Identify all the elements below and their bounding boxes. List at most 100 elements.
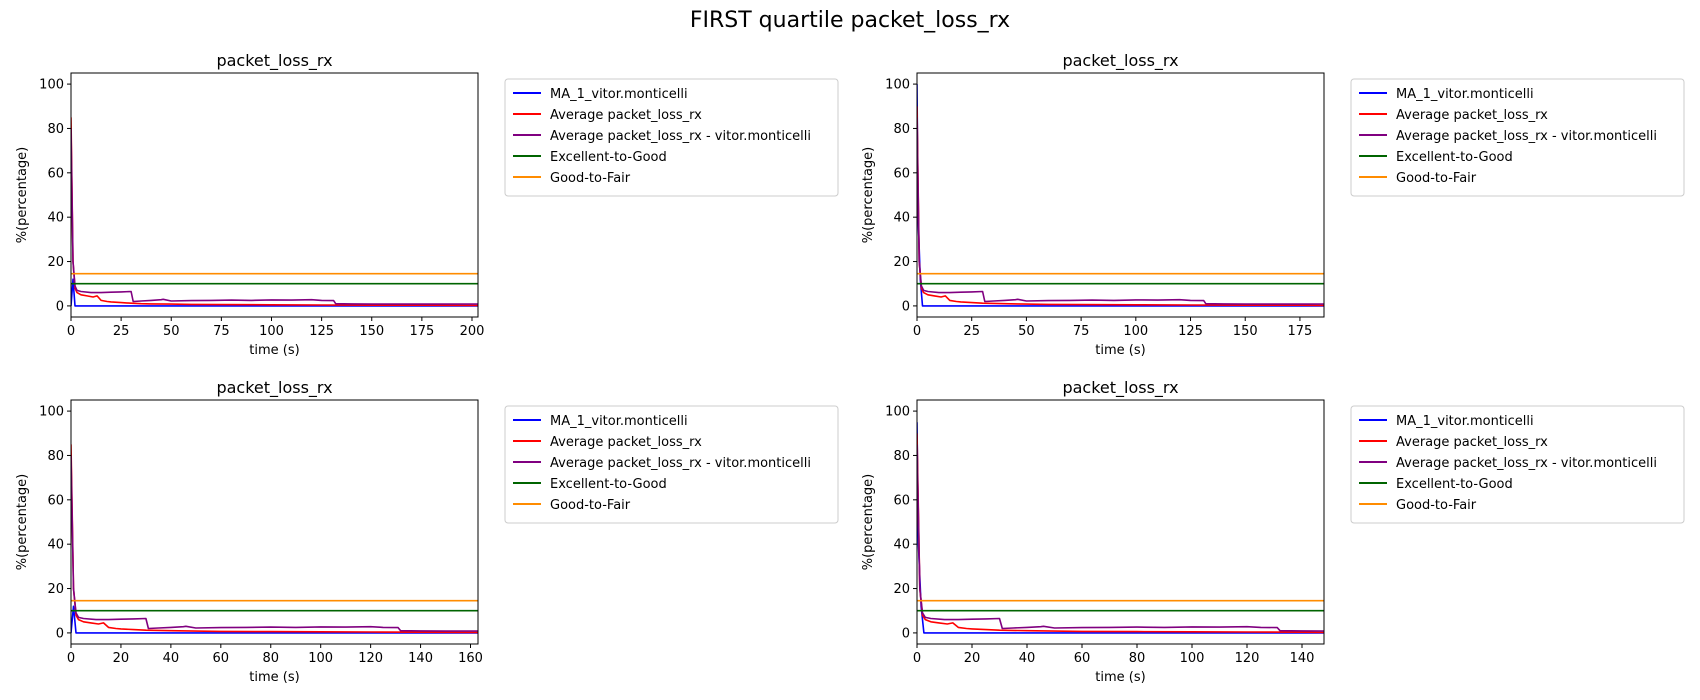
y-tick-label: 20 — [47, 255, 64, 270]
legend-entry: MA_1_vitor.monticelli — [550, 87, 688, 102]
x-tick-label: 0 — [67, 324, 75, 339]
x-tick-label: 150 — [1233, 324, 1258, 339]
y-tick-label: 80 — [47, 449, 64, 464]
plot-frame — [916, 399, 1325, 645]
y-tick-label: 40 — [893, 538, 910, 553]
y-tick-label: 20 — [893, 255, 910, 270]
y-tick-label: 40 — [47, 538, 64, 553]
legend: MA_1_vitor.monticelli Average packet_loss… — [504, 405, 839, 524]
x-tick-label: 25 — [963, 324, 980, 339]
legend-entry: Average packet_loss_rx — [550, 108, 702, 123]
chart-title: packet_loss_rx — [1062, 51, 1178, 71]
series-line-1 — [917, 84, 1324, 307]
y-axis-label: %(percentage) — [15, 474, 30, 571]
legend-entry: Excellent-to-Good — [550, 477, 667, 492]
x-tick-label: 80 — [262, 651, 279, 666]
y-tick-label: 100 — [885, 78, 910, 93]
legend-entry: Average packet_loss_rx — [550, 435, 702, 450]
x-tick-label: 0 — [913, 324, 921, 339]
x-tick-label: 100 — [259, 324, 284, 339]
series-line-2 — [917, 106, 1324, 307]
plot-frame — [70, 72, 479, 318]
y-tick-label: 80 — [47, 122, 64, 137]
legend-entry: Average packet_loss_rx - vitor.monticell… — [550, 456, 811, 471]
y-tick-label: 80 — [893, 122, 910, 137]
legend: MA_1_vitor.monticelli Average packet_loss… — [1350, 78, 1685, 197]
plot-frame — [916, 72, 1325, 318]
y-tick-label: 40 — [47, 211, 64, 226]
legend-entry: Good-to-Fair — [1396, 171, 1477, 186]
series-line-2 — [71, 117, 478, 307]
chart-panel-1: 0 25 50 75 100 125 150 175 200 0 20 40 60 80 100 packet… — [15, 51, 839, 358]
x-tick-label: 60 — [1074, 651, 1091, 666]
x-tick-label: 25 — [113, 324, 130, 339]
chart-panel-2: 0 25 50 75 100 125 150 175 0 20 40 60 80 100 packet_lo… — [861, 51, 1685, 358]
legend-entry: Average packet_loss_rx - vitor.monticell… — [1396, 129, 1657, 144]
x-tick-label: 140 — [408, 651, 433, 666]
x-tick-label: 175 — [409, 324, 434, 339]
x-tick-label: 80 — [1129, 651, 1146, 666]
series-line-3 — [71, 128, 478, 305]
y-tick-label: 0 — [902, 299, 910, 314]
x-tick-label: 120 — [358, 651, 383, 666]
y-tick-label: 40 — [893, 211, 910, 226]
chart-title: packet_loss_rx — [216, 378, 332, 398]
legend-entry: Excellent-to-Good — [1396, 150, 1513, 165]
x-tick-label: 0 — [913, 651, 921, 666]
legend-box — [504, 405, 839, 524]
x-tick-label: 75 — [1073, 324, 1090, 339]
y-tick-label: 0 — [902, 626, 910, 641]
y-tick-label: 60 — [47, 493, 64, 508]
x-tick-label: 75 — [213, 324, 230, 339]
chart-panel-4: 0 20 40 60 80 100 120 140 0 20 40 60 80 100 packet_los… — [861, 378, 1685, 685]
series-line-3 — [917, 444, 1324, 632]
legend-entry: MA_1_vitor.monticelli — [550, 414, 688, 429]
legend-entry: MA_1_vitor.monticelli — [1396, 87, 1534, 102]
x-tick-label: 125 — [309, 324, 334, 339]
x-tick-label: 60 — [213, 651, 230, 666]
y-tick-label: 80 — [893, 449, 910, 464]
legend-entry: Good-to-Fair — [550, 171, 631, 186]
y-tick-label: 0 — [56, 299, 64, 314]
legend-entry: MA_1_vitor.monticelli — [1396, 414, 1534, 429]
x-axis-label: time (s) — [249, 343, 299, 358]
series-line-3 — [71, 455, 478, 632]
legend-entry: Excellent-to-Good — [550, 150, 667, 165]
x-tick-label: 0 — [67, 651, 75, 666]
y-tick-label: 100 — [39, 405, 64, 420]
y-tick-label: 100 — [885, 405, 910, 420]
legend-entry: Average packet_loss_rx - vitor.monticell… — [550, 129, 811, 144]
chart-title: packet_loss_rx — [1062, 378, 1178, 398]
series-group — [71, 117, 478, 307]
legend-entry: Average packet_loss_rx — [1396, 435, 1548, 450]
y-axis-label: %(percentage) — [861, 474, 876, 571]
y-tick-label: 60 — [47, 166, 64, 181]
x-tick-label: 100 — [1123, 324, 1148, 339]
chart-title: packet_loss_rx — [216, 51, 332, 71]
series-group — [71, 444, 478, 634]
x-axis-label: time (s) — [1095, 670, 1145, 685]
figure-title: FIRST quartile packet_loss_rx — [689, 8, 1011, 33]
legend-entry: Good-to-Fair — [1396, 498, 1477, 513]
x-tick-label: 200 — [460, 324, 485, 339]
chart-panel-3: 0 20 40 60 80 100 120 140 160 0 20 40 60 80 100 packet_… — [15, 378, 839, 685]
x-axis-label: time (s) — [1095, 343, 1145, 358]
x-tick-label: 50 — [1018, 324, 1035, 339]
x-tick-label: 125 — [1178, 324, 1203, 339]
series-line-2 — [71, 444, 478, 634]
x-tick-label: 20 — [113, 651, 130, 666]
legend-entry: Average packet_loss_rx — [1396, 108, 1548, 123]
x-tick-label: 50 — [163, 324, 180, 339]
series-line-3 — [917, 117, 1324, 305]
x-axis-label: time (s) — [249, 670, 299, 685]
legend: MA_1_vitor.monticelli Average packet_loss… — [1350, 405, 1685, 524]
legend-box — [504, 78, 839, 197]
y-tick-label: 20 — [893, 582, 910, 597]
legend: MA_1_vitor.monticelli Average packet_loss… — [504, 78, 839, 197]
y-axis-label: %(percentage) — [861, 147, 876, 244]
series-group — [917, 422, 1324, 634]
y-tick-label: 0 — [56, 626, 64, 641]
x-tick-label: 100 — [1180, 651, 1205, 666]
legend-entry: Excellent-to-Good — [1396, 477, 1513, 492]
